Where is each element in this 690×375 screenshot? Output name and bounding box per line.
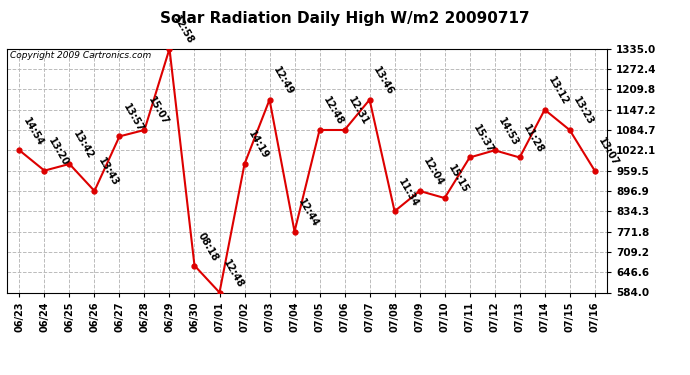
Text: 15:37: 15:37 [471,123,495,155]
Text: 11:34: 11:34 [396,177,420,209]
Text: 13:42: 13:42 [71,129,95,161]
Text: 15:15: 15:15 [446,164,470,195]
Text: 13:07: 13:07 [596,136,620,168]
Text: 13:57: 13:57 [121,102,145,134]
Text: 14:54: 14:54 [21,116,45,147]
Text: 15:07: 15:07 [146,95,170,127]
Text: 14:19: 14:19 [246,129,270,161]
Text: 12:31: 12:31 [346,95,370,127]
Text: 13:46: 13:46 [371,65,395,97]
Text: 12:48: 12:48 [321,95,345,127]
Text: 14:53: 14:53 [496,116,520,147]
Text: 13:12: 13:12 [546,75,570,107]
Text: 12:48: 12:48 [221,258,245,290]
Text: 12:49: 12:49 [271,65,295,97]
Text: 12:58: 12:58 [171,14,195,46]
Text: 13:23: 13:23 [571,95,595,127]
Text: 08:18: 08:18 [196,231,220,263]
Text: 12:44: 12:44 [296,197,320,229]
Text: 13:43: 13:43 [96,156,120,188]
Text: 12:04: 12:04 [421,156,445,188]
Text: 13:20: 13:20 [46,136,70,168]
Text: 11:28: 11:28 [521,123,545,155]
Text: Solar Radiation Daily High W/m2 20090717: Solar Radiation Daily High W/m2 20090717 [160,11,530,26]
Text: Copyright 2009 Cartronics.com: Copyright 2009 Cartronics.com [10,51,151,60]
